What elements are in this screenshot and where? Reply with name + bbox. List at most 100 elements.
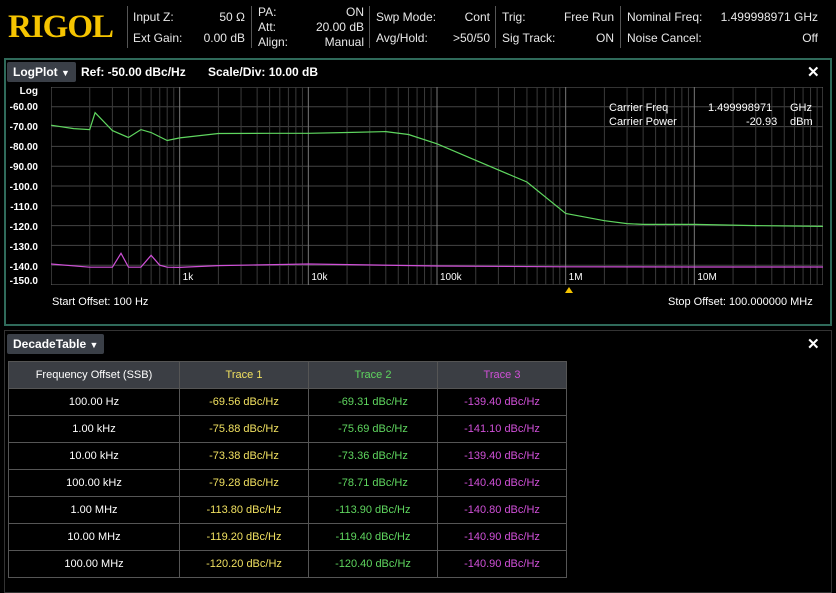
x-tick-label: 1M [568,272,583,283]
trace-value-cell: -73.36 dBc/Hz [308,442,438,470]
table-row[interactable]: 10.00 MHz -119.20 dBc/Hz -119.40 dBc/Hz -14… [8,523,567,551]
noise-cancel-value[interactable]: Off [802,31,818,45]
y-tick-label: -120.0 [9,222,38,233]
trace-value-cell: -75.88 dBc/Hz [179,415,309,443]
trace-2-line [51,111,823,227]
y-mode-label: Log [19,86,38,97]
offset-cell: 100.00 Hz [8,388,180,416]
trace-value-cell: -79.28 dBc/Hz [179,469,309,497]
trace-value-cell: -69.56 dBc/Hz [179,388,309,416]
avg-hold-value[interactable]: >50/50 [452,31,490,45]
chevron-down-icon: ▼ [61,68,70,78]
table-row[interactable]: 100.00 kHz -79.28 dBc/Hz -78.71 dBc/Hz -140… [8,469,567,497]
y-tick-label: -130.0 [9,242,38,253]
marker-triangle-icon [565,287,573,293]
start-offset[interactable]: Start Offset: 100 Hz [52,296,149,308]
ext-gain-label: Ext Gain: [133,31,183,45]
carrier-power-unit: dBm [790,116,813,128]
trace-value-cell: -119.40 dBc/Hz [308,523,438,551]
pa-value[interactable]: ON [346,5,364,19]
y-tick-label: -70.00 [9,122,38,133]
offset-cell: 10.00 MHz [8,523,180,551]
y-tick-label: -100.0 [9,182,38,193]
avg-hold-label: Avg/Hold: [376,31,428,45]
align-label: Align: [258,35,289,49]
sig-track-label: Sig Track: [502,31,556,45]
table-row[interactable]: 100.00 Hz -69.56 dBc/Hz -69.31 dBc/Hz -139.… [8,388,567,416]
trace-value-cell: -69.31 dBc/Hz [308,388,438,416]
scale-div[interactable]: Scale/Div: 10.00 dB [208,65,319,79]
trace-value-cell: -113.90 dBc/Hz [308,496,438,524]
swp-mode-value[interactable]: Cont [464,10,490,24]
chevron-down-icon: ▼ [89,340,99,350]
decade-table-tab-label: DecadeTable [13,337,87,351]
nominal-freq-value[interactable]: 1.499998971 GHz [720,10,818,24]
trace-value-cell: -120.40 dBc/Hz [308,550,438,578]
y-tick-label: -110.0 [10,202,38,213]
trace-value-cell: -113.80 dBc/Hz [179,496,309,524]
noise-cancel-label: Noise Cancel: [627,31,702,45]
trig-label: Trig: [502,10,526,24]
offset-cell: 10.00 kHz [8,442,180,470]
y-tick-label: -60.00 [9,102,38,113]
col-header-trace2: Trace 2 [308,361,438,389]
trace-value-cell: -139.40 dBc/Hz [437,442,567,470]
carrier-freq-value: 1.499998971 [708,102,773,114]
table-row[interactable]: 10.00 kHz -73.38 dBc/Hz -73.36 dBc/Hz -139.… [8,442,567,470]
trace-value-cell: -140.90 dBc/Hz [437,550,567,578]
trace-value-cell: -140.80 dBc/Hz [437,496,567,524]
divider [620,6,621,48]
trig-value[interactable]: Free Run [563,10,614,24]
table-row[interactable]: 100.00 MHz -120.20 dBc/Hz -120.40 dBc/Hz -1… [8,550,567,578]
y-tick-label: -90.00 [9,162,38,173]
trace-value-cell: -120.20 dBc/Hz [179,550,309,578]
phase-noise-plot[interactable] [51,87,823,285]
x-tick-label: 100k [440,272,462,283]
x-tick-label: 10k [311,272,328,283]
att-label: Att: [258,20,277,34]
col-header-offset: Frequency Offset (SSB) [8,361,180,389]
trace-value-cell: -140.40 dBc/Hz [437,469,567,497]
ext-gain-value[interactable]: 0.00 dB [203,31,245,45]
offset-cell: 1.00 MHz [8,496,180,524]
divider [127,6,128,48]
logplot-tab-label: LogPlot [13,65,58,79]
swp-mode-label: Swp Mode: [376,10,437,24]
divider [369,6,370,48]
y-tick-label: -140.0 [9,262,38,273]
pa-label: PA: [258,5,277,19]
plot-traces [51,111,823,269]
plot-grid [51,87,823,285]
input-z-value[interactable]: 50 Ω [219,10,245,24]
trace-value-cell: -75.69 dBc/Hz [308,415,438,443]
stop-offset[interactable]: Stop Offset: 100.000000 MHz [668,296,813,308]
sig-track-value[interactable]: ON [596,31,614,45]
x-tick-label: 10M [697,272,717,283]
trace-value-cell: -141.10 dBc/Hz [437,415,567,443]
trace-value-cell: -139.40 dBc/Hz [437,388,567,416]
y-tick-label: -80.00 [9,142,38,153]
trace-value-cell: -119.20 dBc/Hz [179,523,309,551]
divider [251,6,252,48]
trace-value-cell: -73.38 dBc/Hz [179,442,309,470]
decade-table-tab[interactable]: DecadeTable ▼ [7,334,105,354]
rigol-logo: RIGOL [8,9,114,45]
ref-level[interactable]: Ref: -50.00 dBc/Hz [81,65,186,79]
divider [495,6,496,48]
input-z-label: Input Z: [133,10,174,24]
nominal-freq-label: Nominal Freq: [627,10,703,24]
table-row[interactable]: 1.00 kHz -75.88 dBc/Hz -75.69 dBc/Hz -141.1… [8,415,567,443]
carrier-power-label: Carrier Power [609,116,677,128]
table-row[interactable]: 1.00 MHz -113.80 dBc/Hz -113.90 dBc/Hz -140… [8,496,567,524]
close-icon[interactable]: ✕ [807,64,820,81]
carrier-power-value: -20.93 [746,116,778,128]
trace-3-line [51,252,823,269]
y-tick-label: -150.0 [9,276,38,287]
trace-value-cell: -140.90 dBc/Hz [437,523,567,551]
logplot-tab[interactable]: LogPlot ▼ [7,62,76,82]
close-icon[interactable]: ✕ [807,336,820,353]
align-value[interactable]: Manual [324,35,364,49]
carrier-freq-unit: GHz [790,102,812,114]
offset-cell: 1.00 kHz [8,415,180,443]
att-value[interactable]: 20.00 dB [315,20,364,34]
